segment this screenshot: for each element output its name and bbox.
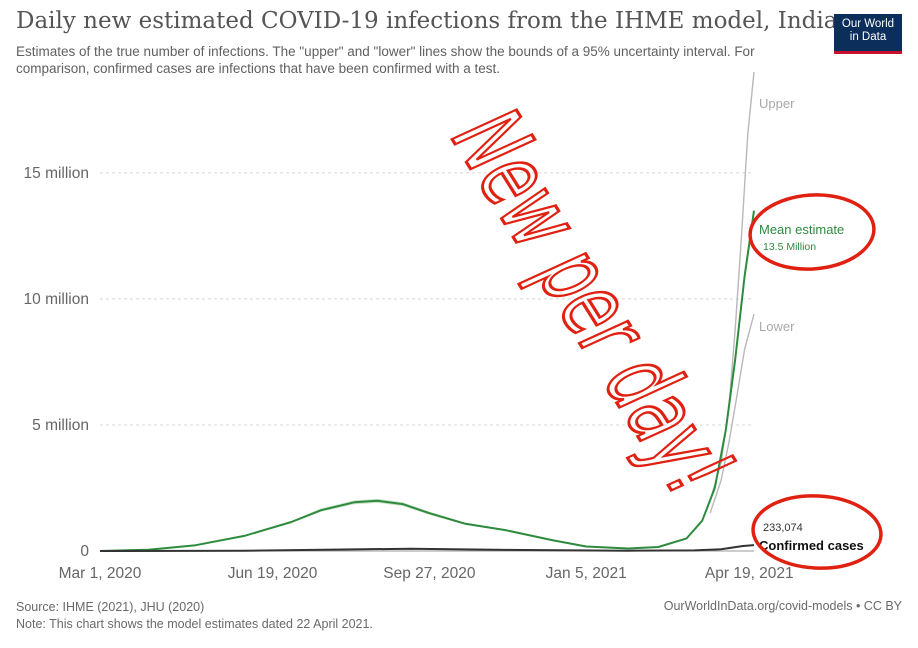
x-tick-label: Mar 1, 2020 [59,565,142,582]
series-line-lower [709,313,755,514]
x-tick-label: Sep 27, 2020 [383,565,476,582]
credit-link[interactable]: OurWorldInData.org/covid-models • CC BY [663,599,902,613]
series-line-confirmed-cases [99,544,755,552]
y-tick-label: 15 million [24,165,89,182]
handwriting-layer: New per day! [430,89,883,570]
circle-confirmed-cases [751,494,883,570]
logo-line-2: in Data [849,31,887,43]
y-tick-label: 10 million [24,291,89,308]
mean-value-label: 13.5 Million [763,241,816,253]
series-line-mean-estimate [99,210,755,552]
confirmed-value-label: 233,074 [763,522,803,534]
series-line-upper [709,71,755,501]
uncertainty-band-layer [100,498,659,551]
series-label-upper: Upper [759,96,795,111]
footer-left: Source: IHME (2021), JHU (2020) Note: Th… [16,599,373,633]
circle-mean-estimate [748,193,876,271]
series-layer [99,71,755,552]
x-tick-label: Jun 19, 2020 [228,565,318,582]
x-tick-label: Jan 5, 2021 [546,565,627,582]
note-text: Note: This chart shows the model estimat… [16,617,373,631]
owid-logo[interactable]: Our World in Data [834,14,902,54]
series-label-lower: Lower [759,319,795,334]
source-text: Source: IHME (2021), JHU (2020) [16,600,205,614]
handwritten-note: New per day! [432,91,755,515]
y-tick-label: 0 [80,543,89,560]
y-tick-label: 5 million [32,417,89,434]
logo-line-1: Our World [841,18,895,30]
series-label-mean: Mean estimate [759,222,844,237]
chart-title: Daily new estimated COVID-19 infections … [16,8,838,34]
chart-subtitle: Estimates of the true number of infectio… [16,44,755,76]
label-layer: Upper Mean estimate 13.5 Million Lower 233,0… [759,96,864,553]
x-tick-label: Apr 19, 2021 [705,565,794,582]
uncertainty-band [100,498,659,551]
series-label-confirmed: Confirmed cases [759,538,864,553]
